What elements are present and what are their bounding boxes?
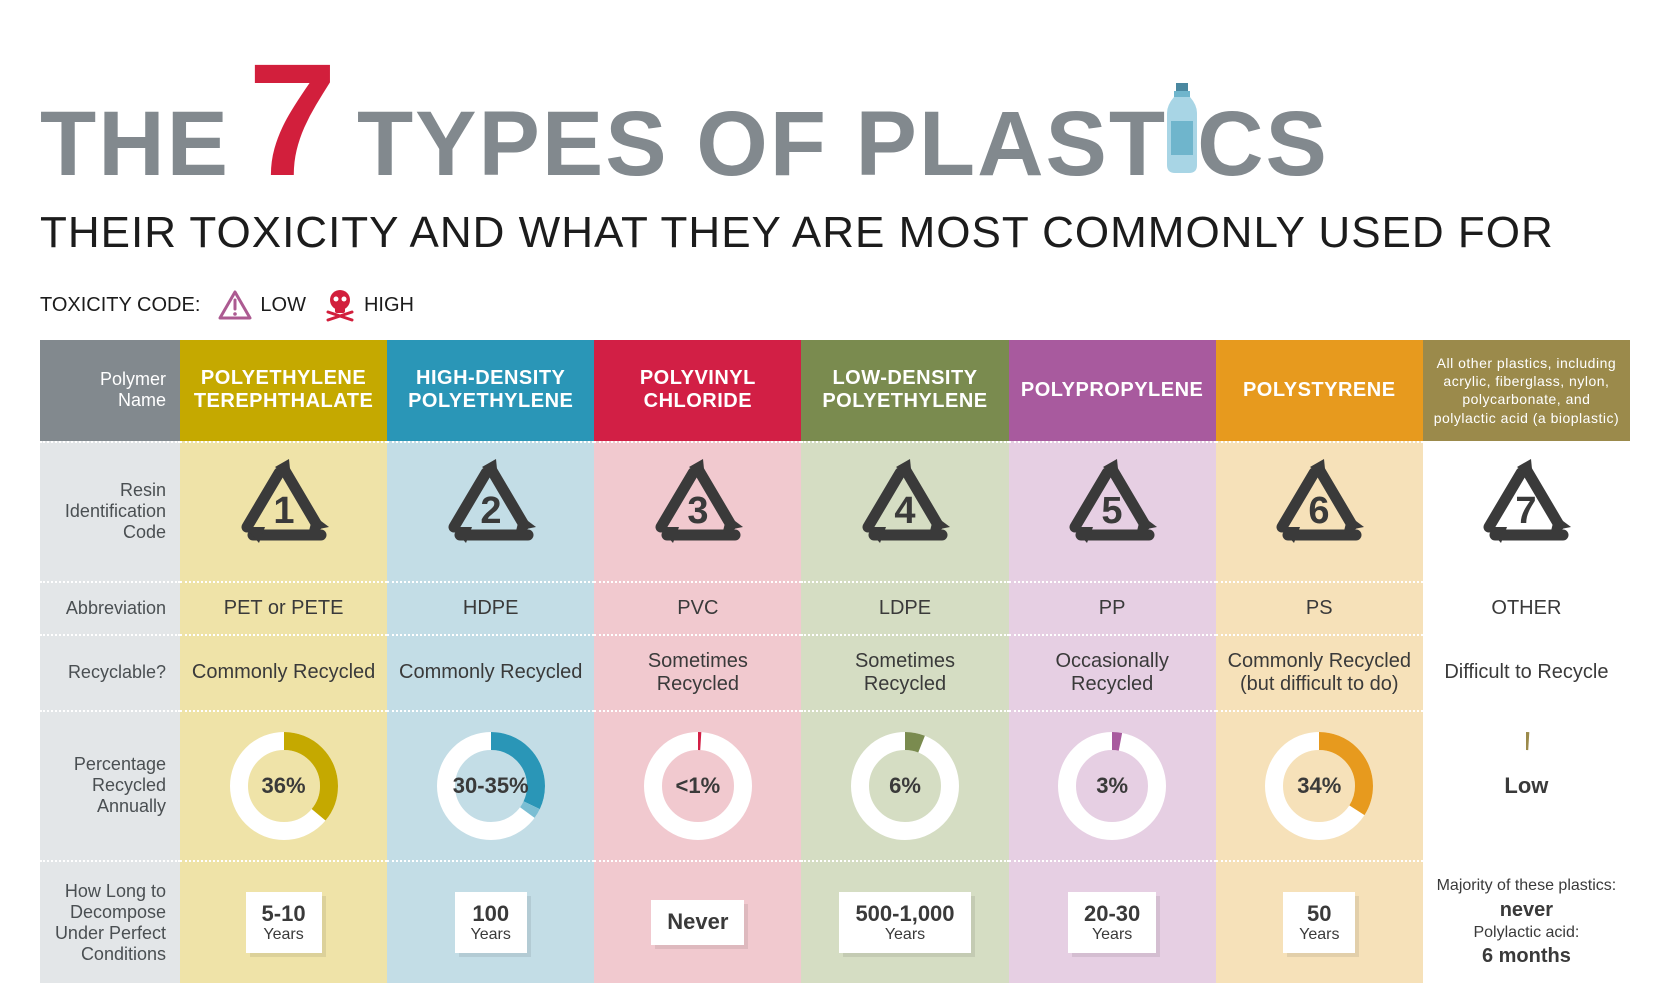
- title-word-types: TYPES OF PLASTCS: [357, 83, 1329, 190]
- decompose-3: Never: [594, 860, 801, 983]
- recyclable-1: Commonly Recycled: [180, 634, 387, 710]
- decompose-7: Majority of these plastics:neverPolylact…: [1423, 860, 1630, 983]
- legend-low: LOW: [218, 290, 306, 320]
- skull-icon: [324, 288, 356, 322]
- polymer-name-3: POLYVINYL CHLORIDE: [594, 340, 801, 441]
- warning-triangle-icon: [218, 290, 252, 320]
- abbr-4: LDPE: [801, 581, 1008, 634]
- ric-6: 6: [1216, 441, 1423, 581]
- recyclable-6: Commonly Recycled (but difficult to do): [1216, 634, 1423, 710]
- toxicity-legend: TOXICITY CODE: LOW HIGH: [40, 288, 1630, 322]
- pct-donut-7: Low: [1423, 710, 1630, 860]
- legend-high-label: HIGH: [364, 294, 414, 317]
- ric-4: 4: [801, 441, 1008, 581]
- abbr-2: HDPE: [387, 581, 594, 634]
- decompose-4: 500-1,000Years: [801, 860, 1008, 983]
- polymer-name-1: POLYETHYLENE TEREPHTHALATE: [180, 340, 387, 441]
- plastics-table: Polymer NamePOLYETHYLENE TEREPHTHALATEHI…: [40, 340, 1630, 983]
- ric-5: 5: [1009, 441, 1216, 581]
- legend-low-label: LOW: [260, 294, 306, 317]
- decompose-6: 50Years: [1216, 860, 1423, 983]
- polymer-name-5: POLYPROPYLENE: [1009, 340, 1216, 441]
- recyclable-2: Commonly Recycled: [387, 634, 594, 710]
- pct-donut-6: 34%: [1216, 710, 1423, 860]
- rowlabel-percent: Percentage Recycled Annually: [40, 710, 180, 860]
- recyclable-5: Occasionally Recycled: [1009, 634, 1216, 710]
- pct-donut-5: 3%: [1009, 710, 1216, 860]
- rowlabel-abbr: Abbreviation: [40, 581, 180, 634]
- polymer-name-4: LOW-DENSITY POLYETHYLENE: [801, 340, 1008, 441]
- decompose-2: 100Years: [387, 860, 594, 983]
- svg-text:7: 7: [1516, 490, 1537, 532]
- abbr-7: OTHER: [1423, 581, 1630, 634]
- svg-text:2: 2: [480, 490, 501, 532]
- pct-donut-3: <1%: [594, 710, 801, 860]
- decompose-1: 5-10Years: [180, 860, 387, 983]
- pct-donut-4: 6%: [801, 710, 1008, 860]
- polymer-name-7: All other plastics, including acrylic, f…: [1423, 340, 1630, 441]
- recyclable-7: Difficult to Recycle: [1423, 634, 1630, 710]
- svg-text:1: 1: [273, 490, 294, 532]
- svg-text:4: 4: [894, 490, 915, 532]
- abbr-6: PS: [1216, 581, 1423, 634]
- rowlabel-recyclable: Recyclable?: [40, 634, 180, 710]
- pct-donut-2: 30-35%: [387, 710, 594, 860]
- svg-text:5: 5: [1102, 490, 1123, 532]
- ric-3: 3: [594, 441, 801, 581]
- ric-2: 2: [387, 441, 594, 581]
- decompose-5: 20-30Years: [1009, 860, 1216, 983]
- svg-text:3: 3: [687, 490, 708, 532]
- ric-1: 1: [180, 441, 387, 581]
- pct-donut-1: 36%: [180, 710, 387, 860]
- abbr-5: PP: [1009, 581, 1216, 634]
- title-word-the: THE: [40, 98, 230, 190]
- legend-label: TOXICITY CODE:: [40, 294, 200, 317]
- polymer-name-6: POLYSTYRENE: [1216, 340, 1423, 441]
- abbr-1: PET or PETE: [180, 581, 387, 634]
- rowlabel-polymer: Polymer Name: [40, 340, 180, 441]
- rowlabel-ric: Resin Identification Code: [40, 441, 180, 581]
- main-title: THE 7 TYPES OF PLASTCS: [40, 40, 1630, 200]
- polymer-name-2: HIGH-DENSITY POLYETHYLENE: [387, 340, 594, 441]
- rowlabel-decompose: How Long to Decompose Under Perfect Cond…: [40, 860, 180, 983]
- abbr-3: PVC: [594, 581, 801, 634]
- title-number-7: 7: [248, 40, 339, 200]
- subtitle: THEIR TOXICITY AND WHAT THEY ARE MOST CO…: [40, 208, 1630, 258]
- legend-high: HIGH: [324, 288, 414, 322]
- ric-7: 7: [1423, 441, 1630, 581]
- svg-text:6: 6: [1309, 490, 1330, 532]
- recyclable-4: Sometimes Recycled: [801, 634, 1008, 710]
- recyclable-3: Sometimes Recycled: [594, 634, 801, 710]
